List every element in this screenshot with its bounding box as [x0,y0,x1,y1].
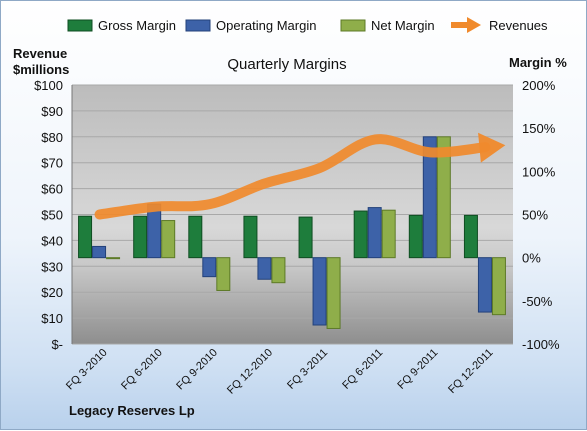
category-label: FQ 12-2011 [446,347,495,396]
category-label: FQ 6-2010 [119,347,165,393]
bar-operating-margin [202,257,217,278]
bar-net-margin [271,257,286,284]
category-label: FQ 12-2010 [225,347,275,397]
bars-group [78,136,506,329]
bar-net-margin [216,257,231,291]
left-tick-label: $80 [41,130,63,145]
legend-label-net-margin: Net Margin [371,18,435,33]
bar-gross-margin [463,214,478,259]
category-label: FQ 3-2010 [64,347,110,393]
right-axis-ticks: -100% -50% 0% 50% 100% 150% 200% [522,78,560,352]
chart-title: Quarterly Margins [227,56,346,73]
left-tick-label: $70 [41,156,63,171]
right-tick-label: -100% [522,337,560,352]
bar-operating-margin [92,245,107,259]
category-labels: FQ 3-2010 FQ 6-2010 FQ 9-2010 FQ 12-2010 FQ … [64,347,496,397]
bar-net-margin [161,220,176,259]
legend-arrow-revenues [467,17,481,33]
left-tick-label: $50 [41,208,63,223]
legend-label-gross-margin: Gross Margin [98,18,176,33]
left-tick-label: $- [51,337,63,352]
bar-net-margin [326,257,341,329]
category-label: FQ 9-2011 [395,347,440,392]
left-tick-label: $10 [41,311,63,326]
left-tick-label: $30 [41,259,63,274]
bar-gross-margin [243,215,258,259]
left-axis-ticks: $- $10 $20 $30 $40 $50 $60 $70 $80 $90 $100 [34,78,63,352]
legend-swatch-net-margin [340,19,366,32]
bar-operating-margin [257,257,272,280]
bar-gross-margin [78,215,93,259]
bar-operating-margin [422,136,437,259]
bar-gross-margin [353,210,368,259]
left-tick-label: $100 [34,78,63,93]
bar-operating-margin [312,257,327,326]
bar-net-margin [106,257,121,260]
legend-label-revenues: Revenues [489,18,548,33]
legend-swatch-gross-margin [67,19,93,32]
left-tick-label: $40 [41,233,63,248]
revenue-line [94,134,491,220]
right-tick-label: 0% [522,251,541,266]
bar-gross-margin [298,216,313,259]
bar-operating-margin [477,257,492,313]
revenue-arrowhead [478,132,506,163]
bar-net-margin [491,257,506,316]
legend: Gross Margin Operating Margin Net Margin… [67,17,548,33]
left-tick-label: $20 [41,285,63,300]
bar-gross-margin [408,214,423,259]
left-tick-label: $90 [41,104,63,119]
right-tick-label: 200% [522,78,556,93]
legend-swatch-operating-margin [185,19,211,32]
revenue-line-group [94,132,506,220]
bar-net-margin [436,136,451,259]
right-tick-label: -50% [522,294,553,309]
bar-gross-margin [133,215,148,259]
category-label: FQ 9-2010 [174,347,220,393]
right-tick-label: 150% [522,121,556,136]
category-label: FQ 6-2011 [340,347,385,392]
left-axis-title-line1: Revenue [13,46,67,61]
right-tick-label: 50% [522,208,548,223]
bar-operating-margin [367,207,382,259]
right-tick-label: 100% [522,164,556,179]
bar-gross-margin [188,215,203,259]
gridlines [71,84,513,345]
left-tick-label: $60 [41,182,63,197]
legend-label-operating-margin: Operating Margin [216,18,316,33]
left-axis-title-line2: $millions [13,62,69,77]
bar-net-margin [381,209,396,259]
right-axis-title: Margin % [509,55,567,70]
category-label: FQ 3-2011 [285,347,330,392]
footer-company-name: Legacy Reserves Lp [69,403,195,418]
